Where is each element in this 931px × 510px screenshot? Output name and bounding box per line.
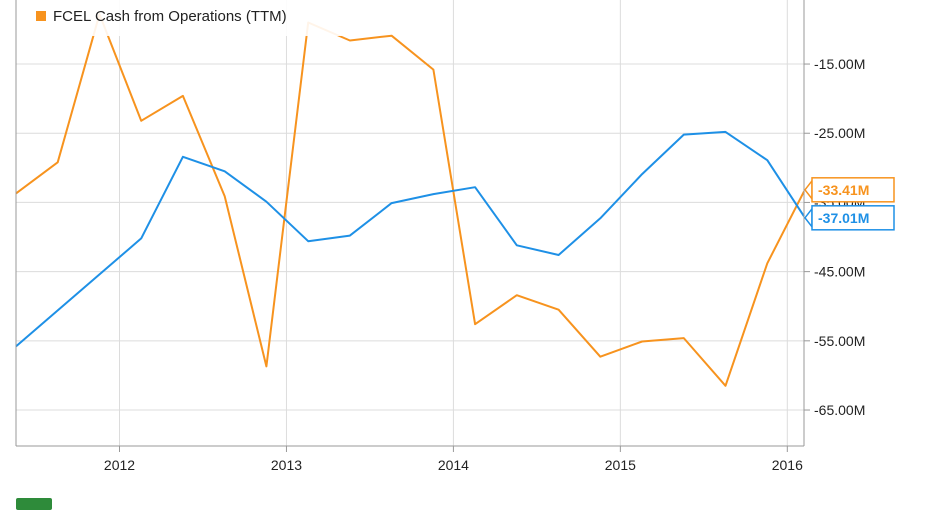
logo-icon xyxy=(16,498,52,510)
grid xyxy=(16,0,804,446)
legend: FCEL Net Income (TTM)FCEL Cash from Oper… xyxy=(24,0,374,36)
x-tick-label: 2013 xyxy=(271,457,302,473)
legend-swatch xyxy=(36,11,46,21)
x-tick-label: 2012 xyxy=(104,457,135,473)
x-tick-label: 2014 xyxy=(438,457,469,473)
y-tick-label: -45.00M xyxy=(814,264,865,280)
y-tick-label: -55.00M xyxy=(814,333,865,349)
y-tick-label: -5.00M xyxy=(814,0,858,3)
x-tick-label: 2016 xyxy=(772,457,803,473)
end-label-pointer xyxy=(805,209,812,227)
y-tick-label: -15.00M xyxy=(814,56,865,72)
x-tick-label: 2015 xyxy=(605,457,636,473)
end-label-pointer xyxy=(805,181,812,199)
series-layer xyxy=(16,14,804,386)
end-label: -37.01M xyxy=(805,206,894,230)
series-line-1 xyxy=(16,132,804,347)
legend-label: FCEL Cash from Operations (TTM) xyxy=(53,8,287,25)
y-tick-label: -65.00M xyxy=(814,402,865,418)
end-label: -33.41M xyxy=(805,178,894,202)
end-label-text: -37.01M xyxy=(818,210,869,226)
axes: -5.00M-15.00M-25.00M-35.00M-45.00M-55.00… xyxy=(16,0,865,473)
end-label-text: -33.41M xyxy=(818,182,869,198)
y-tick-label: -25.00M xyxy=(814,125,865,141)
